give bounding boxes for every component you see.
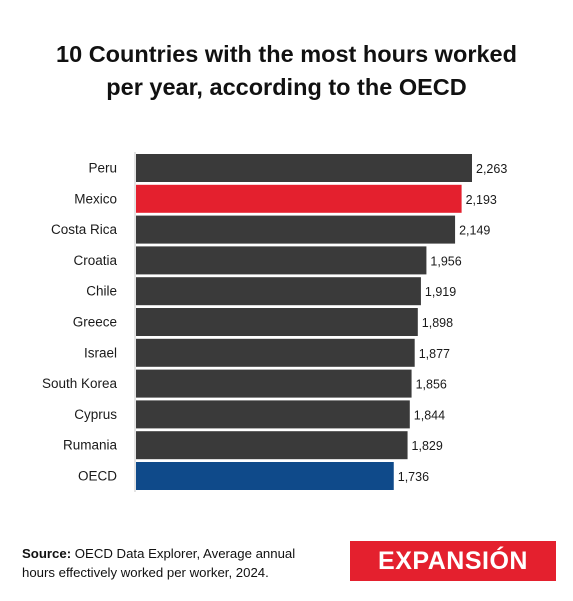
category-label-costa-rica: Costa Rica	[51, 222, 118, 237]
source-label: Source:	[22, 546, 72, 561]
value-label-israel: 1,877	[419, 347, 450, 361]
value-label-chile: 1,919	[425, 285, 456, 299]
value-label-greece: 1,898	[422, 316, 453, 330]
value-label-peru: 2,263	[476, 162, 507, 176]
bar-rumania	[136, 431, 408, 460]
value-label-rumania: 1,829	[412, 439, 443, 453]
category-label-oecd: OECD	[78, 469, 117, 484]
category-label-rumania: Rumania	[63, 438, 118, 453]
value-label-south-korea: 1,856	[416, 378, 447, 392]
expansion-logo: EXPANSIÓN	[350, 541, 556, 581]
category-label-south-korea: South Korea	[42, 376, 118, 391]
bars-group: Peru 2,263 Mexico 2,193 Costa Rica 2,149 Croat…	[42, 154, 507, 490]
chart-title-line-1: 10 Countries with the most hours worked	[56, 41, 517, 67]
value-label-croatia: 1,956	[430, 254, 461, 268]
value-label-cyprus: 1,844	[414, 408, 445, 422]
bar-cyprus	[136, 400, 410, 429]
bar-croatia	[136, 246, 427, 275]
source-note: Source: OECD Data Explorer, Average annu…	[22, 544, 295, 582]
bar-mexico	[136, 184, 462, 213]
bar-costa-rica	[136, 215, 456, 244]
source-text: OECD Data Explorer, Average annual	[74, 546, 296, 561]
value-label-costa-rica: 2,149	[459, 224, 490, 238]
category-label-israel: Israel	[84, 345, 117, 360]
category-label-greece: Greece	[73, 315, 117, 330]
category-label-cyprus: Cyprus	[74, 407, 117, 422]
category-label-croatia: Croatia	[73, 253, 117, 268]
category-label-chile: Chile	[86, 284, 117, 299]
bar-oecd	[136, 462, 394, 490]
source-line-1: Source: OECD Data Explorer, Average annu…	[22, 544, 295, 563]
bar-israel	[136, 338, 415, 367]
logo-text: EXPANSIÓN	[378, 546, 528, 575]
category-label-peru: Peru	[88, 161, 117, 176]
value-label-mexico: 2,193	[466, 193, 497, 207]
bar-peru	[136, 154, 472, 182]
bar-south-korea	[136, 369, 412, 398]
bar-greece	[136, 308, 418, 336]
chart-title: 10 Countries with the most hours worked …	[0, 38, 573, 104]
value-label-oecd: 1,736	[398, 470, 429, 484]
chart-title-line-2: per year, according to the OECD	[106, 74, 467, 100]
category-label-mexico: Mexico	[74, 191, 117, 206]
source-line-2: hours effectively worked per worker, 202…	[22, 565, 269, 580]
bar-chile	[136, 277, 421, 306]
